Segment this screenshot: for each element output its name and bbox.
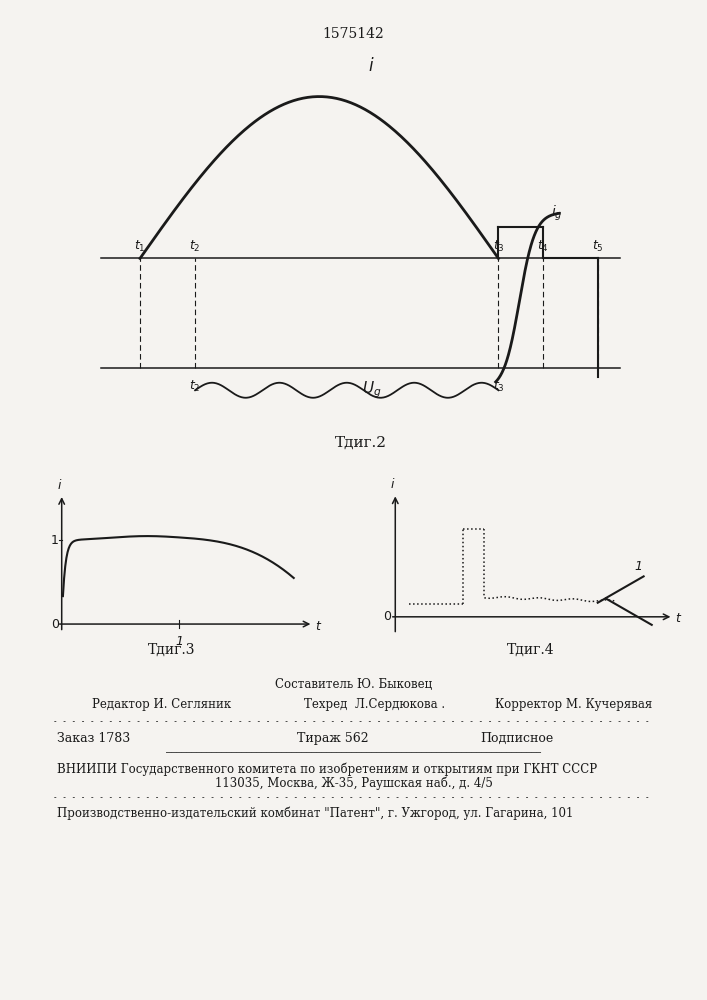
Text: Τдиг.4: Τдиг.4 <box>506 643 554 657</box>
Text: Корректор М. Кучерявая: Корректор М. Кучерявая <box>495 698 652 711</box>
Text: Производственно-издательский комбинат "Патент", г. Ужгород, ул. Гагарина, 101: Производственно-издательский комбинат "П… <box>57 806 573 820</box>
Text: - - - - - - - - - - - - - - - - - - - - - - - - - - - - - - - - - - - - - - - - : - - - - - - - - - - - - - - - - - - - - … <box>53 717 654 726</box>
Text: $t_1$: $t_1$ <box>134 239 146 254</box>
Text: 0: 0 <box>383 610 391 623</box>
Text: $t_3$: $t_3$ <box>493 239 504 254</box>
Text: $t$: $t$ <box>315 620 322 633</box>
Text: 1: 1 <box>634 560 642 573</box>
Text: ———————————————————————————————————————————————————————————————————————————: ————————————————————————————————————————… <box>166 748 541 757</box>
Text: $U_g$: $U_g$ <box>362 379 381 400</box>
Text: $i$: $i$ <box>57 478 62 492</box>
Text: $t_3$: $t_3$ <box>493 379 504 394</box>
Text: Заказ 1783: Заказ 1783 <box>57 732 130 745</box>
Text: 0: 0 <box>52 618 59 631</box>
Text: 1: 1 <box>50 534 58 547</box>
Text: $i$: $i$ <box>390 477 395 491</box>
Text: Тираж 562: Тираж 562 <box>297 732 368 745</box>
Text: Подписное: Подписное <box>481 732 554 745</box>
Text: $t_2$: $t_2$ <box>189 379 201 394</box>
Text: 113035, Москва, Ж-35, Раушская наб., д. 4/5: 113035, Москва, Ж-35, Раушская наб., д. … <box>214 777 493 790</box>
Text: $t_5$: $t_5$ <box>592 239 604 254</box>
Text: $t$: $t$ <box>675 612 682 625</box>
Text: $i_g$: $i_g$ <box>551 203 562 223</box>
Text: $t_4$: $t_4$ <box>537 239 549 254</box>
Text: $i$: $i$ <box>368 57 375 75</box>
Text: Составитель Ю. Быковец: Составитель Ю. Быковец <box>275 678 432 691</box>
Text: Техред  Л.Сердюкова .: Техред Л.Сердюкова . <box>304 698 445 711</box>
Text: Редактор И. Сегляник: Редактор И. Сегляник <box>92 698 231 711</box>
Text: $t_2$: $t_2$ <box>189 239 201 254</box>
Text: 1575142: 1575142 <box>322 27 385 41</box>
Text: 1: 1 <box>175 635 183 648</box>
Text: ВНИИПИ Государственного комитета по изобретениям и открытиям при ГКНТ СССР: ВНИИПИ Государственного комитета по изоб… <box>57 762 597 776</box>
Text: - - - - - - - - - - - - - - - - - - - - - - - - - - - - - - - - - - - - - - - - : - - - - - - - - - - - - - - - - - - - - … <box>53 793 654 802</box>
Text: Τдиг.3: Τдиг.3 <box>148 642 195 656</box>
Text: Τдиг.2: Τдиг.2 <box>334 435 387 449</box>
